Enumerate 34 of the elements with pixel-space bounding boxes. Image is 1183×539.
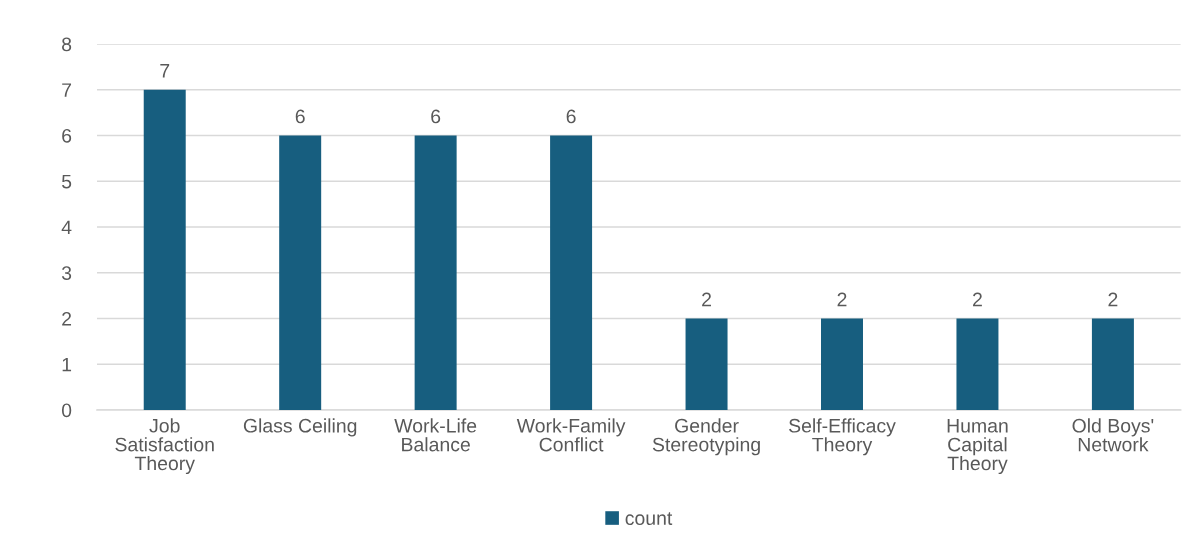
bar [821, 318, 863, 410]
x-tick-label: Human Capital Theory [947, 419, 1008, 475]
data-label: 6 [431, 109, 441, 124]
x-tick-label: Job Satisfaction Theory [115, 418, 214, 475]
bar [550, 135, 593, 410]
data-label: 2 [837, 292, 847, 307]
x-tick-label: Old Boys' Network [1072, 418, 1154, 452]
bar [143, 89, 186, 410]
y-tick-label: 5 [61, 174, 72, 189]
x-tick-label: Work-Life Balance [394, 418, 477, 452]
bar [1091, 318, 1134, 410]
y-tick-label: 4 [61, 220, 72, 235]
x-tick-label: Self-Efficacy Theory [789, 418, 896, 456]
y-tick-label: 8 [62, 37, 72, 52]
y-tick-label: 3 [61, 266, 72, 280]
data-label: 6 [566, 109, 576, 124]
y-tick-label: 1 [62, 357, 72, 372]
data-label: 2 [973, 292, 982, 307]
y-tick-label: 7 [62, 83, 72, 97]
data-label: 2 [1108, 292, 1118, 307]
data-label: 2 [702, 292, 711, 307]
legend-label: count [625, 512, 673, 526]
y-tick-label: 2 [62, 311, 72, 326]
x-tick-label: Glass Ceiling [243, 418, 357, 437]
y-tick-label: 6 [62, 128, 72, 143]
data-label: 6 [295, 109, 305, 124]
y-tick-label: 0 [61, 403, 72, 418]
bar [685, 318, 728, 410]
bar [956, 318, 999, 410]
data-label: 7 [160, 64, 170, 78]
bar [414, 135, 457, 410]
x-tick-label: Work-Family Conflict [516, 418, 626, 452]
x-tick-label: Gender Stereotyping [652, 418, 760, 456]
bar [279, 135, 322, 410]
